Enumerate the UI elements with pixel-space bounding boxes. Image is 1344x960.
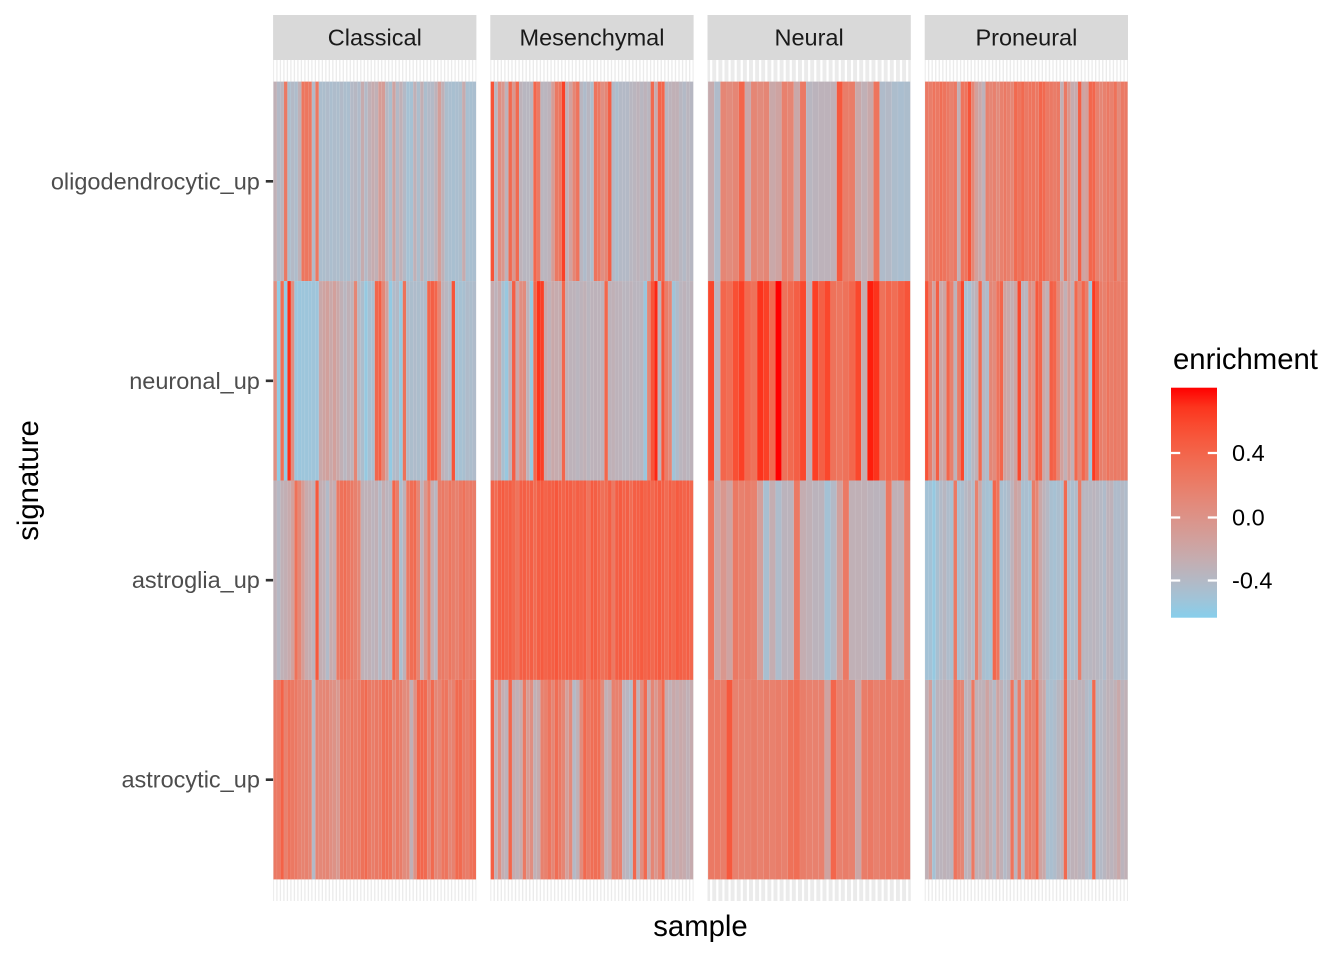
svg-text:Proneural: Proneural: [975, 25, 1077, 51]
svg-text:-0.4: -0.4: [1232, 568, 1273, 594]
svg-text:enrichment: enrichment: [1173, 343, 1318, 376]
svg-text:Neural: Neural: [774, 25, 843, 51]
svg-text:neuronal_up: neuronal_up: [129, 368, 260, 394]
svg-text:sample: sample: [653, 910, 747, 943]
svg-text:astroglia_up: astroglia_up: [132, 567, 260, 593]
svg-text:astrocytic_up: astrocytic_up: [121, 767, 259, 793]
svg-text:oligodendrocytic_up: oligodendrocytic_up: [51, 168, 260, 194]
svg-text:Mesenchymal: Mesenchymal: [520, 25, 665, 51]
svg-text:0.4: 0.4: [1232, 440, 1265, 466]
svg-text:0.0: 0.0: [1232, 505, 1265, 531]
svg-text:signature: signature: [12, 420, 45, 541]
svg-text:Classical: Classical: [328, 25, 422, 51]
